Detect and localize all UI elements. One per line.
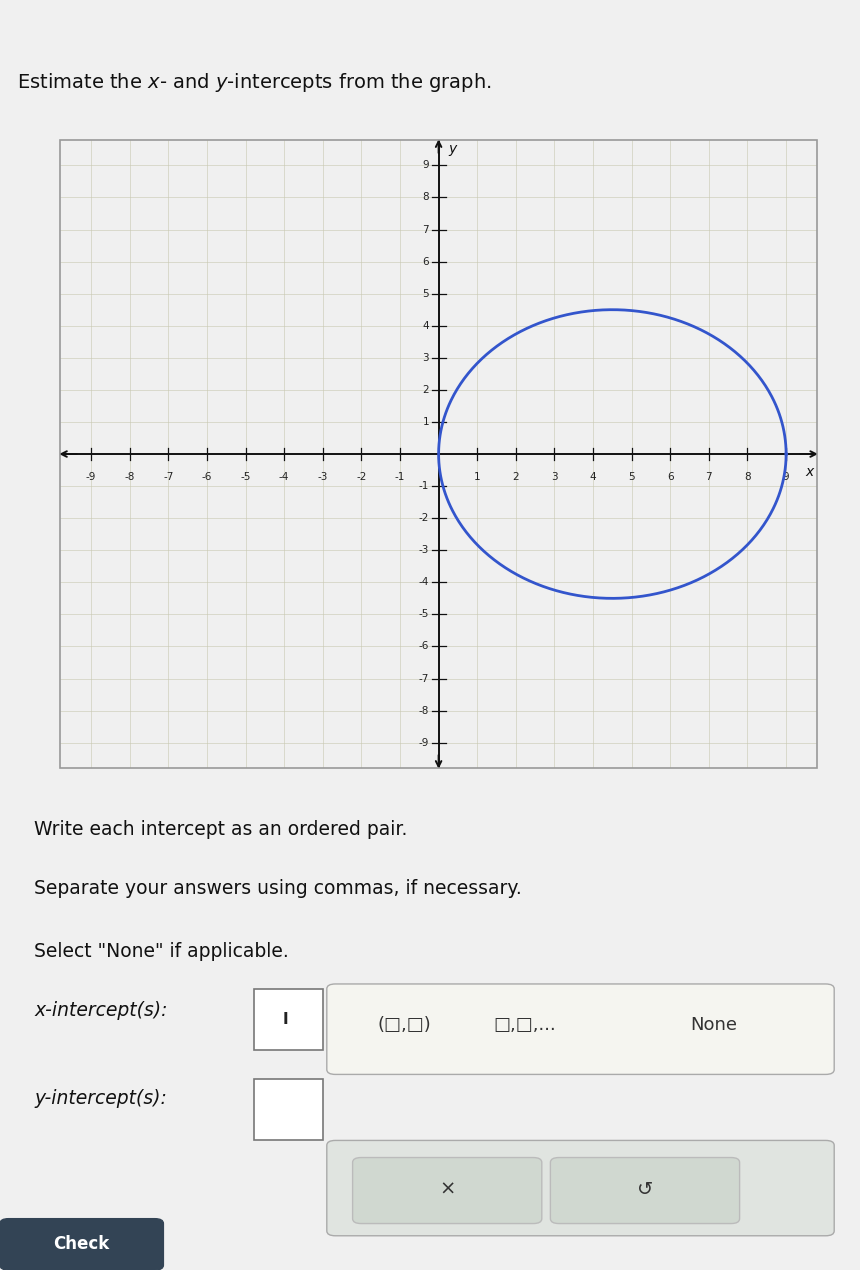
Text: -4: -4 (419, 578, 429, 587)
Text: Check: Check (53, 1236, 110, 1253)
Text: y: y (448, 142, 457, 156)
Text: -5: -5 (240, 471, 251, 481)
Text: ↺: ↺ (636, 1180, 654, 1199)
FancyBboxPatch shape (0, 1219, 163, 1270)
FancyBboxPatch shape (353, 1157, 542, 1223)
Text: 1: 1 (422, 417, 429, 427)
Text: Write each intercept as an ordered pair.: Write each intercept as an ordered pair. (34, 820, 408, 839)
Text: 3: 3 (422, 353, 429, 363)
Text: Estimate the $x$- and $y$-intercepts from the graph.: Estimate the $x$- and $y$-intercepts fro… (17, 71, 492, 94)
FancyBboxPatch shape (327, 1140, 834, 1236)
Text: -3: -3 (317, 471, 328, 481)
Text: 2: 2 (422, 385, 429, 395)
Text: Select "None" if applicable.: Select "None" if applicable. (34, 942, 289, 961)
Bar (60, 140, 817, 768)
Text: None: None (691, 1016, 737, 1034)
Text: 5: 5 (422, 288, 429, 298)
Text: -1: -1 (395, 471, 405, 481)
Text: 4: 4 (422, 321, 429, 330)
Text: □,□,...: □,□,... (494, 1016, 556, 1034)
Text: -8: -8 (125, 471, 135, 481)
Text: (□,□): (□,□) (378, 1016, 431, 1034)
Text: 8: 8 (422, 193, 429, 202)
FancyBboxPatch shape (254, 1080, 322, 1140)
Text: 8: 8 (744, 471, 751, 481)
Text: -4: -4 (279, 471, 289, 481)
Text: -6: -6 (202, 471, 212, 481)
Text: -7: -7 (163, 471, 174, 481)
FancyBboxPatch shape (550, 1157, 740, 1223)
FancyBboxPatch shape (254, 989, 322, 1050)
Text: -7: -7 (419, 673, 429, 683)
Text: -6: -6 (419, 641, 429, 652)
Text: -1: -1 (419, 481, 429, 491)
Text: 5: 5 (629, 471, 635, 481)
Text: Separate your answers using commas, if necessary.: Separate your answers using commas, if n… (34, 879, 522, 898)
Text: 6: 6 (422, 257, 429, 267)
Text: -9: -9 (419, 738, 429, 748)
Text: 7: 7 (422, 225, 429, 235)
Text: y-intercept(s):: y-intercept(s): (34, 1090, 168, 1109)
Text: 3: 3 (551, 471, 558, 481)
Text: 6: 6 (667, 471, 673, 481)
Text: x-intercept(s):: x-intercept(s): (34, 1001, 168, 1020)
Text: 9: 9 (783, 471, 789, 481)
Text: 4: 4 (590, 471, 596, 481)
Text: -8: -8 (419, 706, 429, 715)
Text: 2: 2 (513, 471, 519, 481)
FancyBboxPatch shape (327, 984, 834, 1074)
Text: x: x (805, 465, 814, 479)
Text: -2: -2 (419, 513, 429, 523)
Text: ×: × (439, 1180, 456, 1199)
Text: I: I (282, 1012, 288, 1027)
Text: 9: 9 (422, 160, 429, 170)
Text: 1: 1 (474, 471, 481, 481)
Text: 7: 7 (705, 471, 712, 481)
Text: -2: -2 (356, 471, 366, 481)
Text: -9: -9 (86, 471, 96, 481)
Text: -5: -5 (419, 610, 429, 620)
Text: -3: -3 (419, 545, 429, 555)
